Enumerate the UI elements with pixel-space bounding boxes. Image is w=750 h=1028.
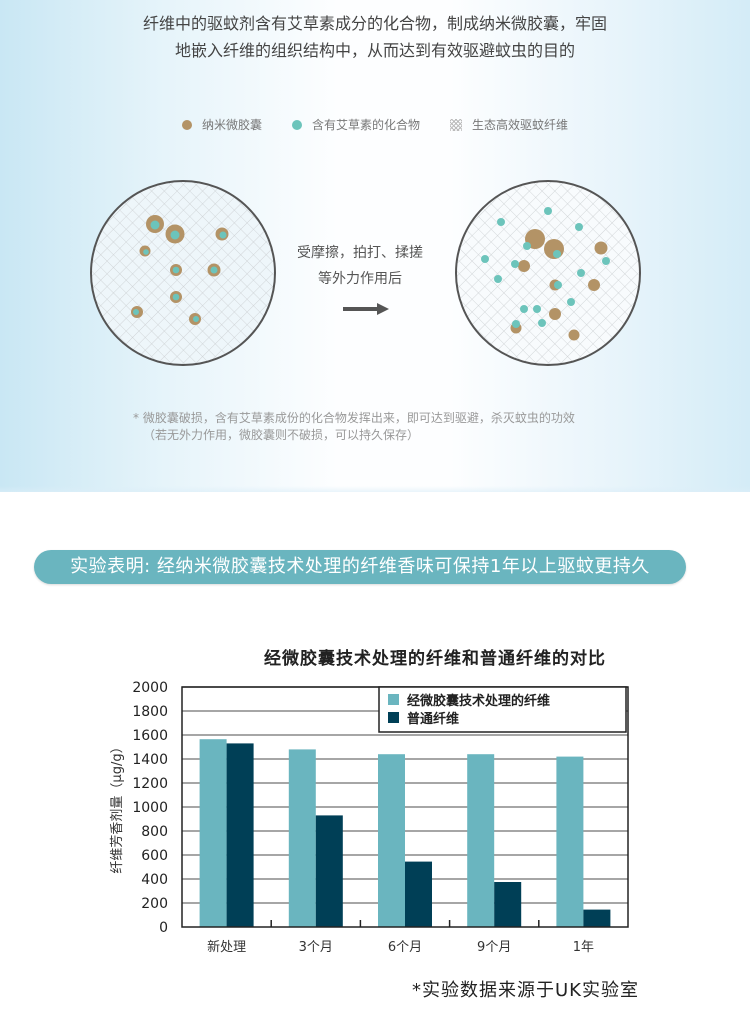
chart-title: 经微胶囊技术处理的纤维和普通纤维的对比 — [264, 649, 606, 669]
y-tick-label: 1400 — [132, 752, 168, 768]
teal-dot-icon — [291, 119, 302, 130]
data-source-note: *实验数据来源于UK实验室 — [412, 980, 639, 1001]
experiment-banner: 实验表明: 经纳米微胶囊技术处理的纤维香味可保持1年以上驱蚊更持久 — [34, 550, 686, 584]
bar — [583, 909, 611, 927]
bar — [199, 739, 227, 927]
y-tick-label: 0 — [159, 920, 168, 936]
y-tick-label: 400 — [141, 872, 168, 888]
bar — [315, 815, 343, 927]
y-tick-label: 1000 — [132, 800, 168, 816]
right-arrow-icon — [343, 303, 389, 315]
broken-fiber-diagram — [455, 180, 641, 366]
intact-fiber-diagram — [90, 180, 276, 366]
legend-swatch-icon — [388, 694, 399, 705]
bar — [378, 754, 405, 927]
chart-bars — [199, 739, 611, 927]
bar — [467, 754, 495, 927]
intro-text: 纤维中的驱蚊剂含有艾草素成分的化合物，制成纳米微胶囊，牢固 地嵌入纤维的组织结构… — [0, 10, 750, 64]
footnote-line-2: （若无外力作用，微胶囊则不破损，可以持久保存） — [143, 428, 420, 442]
y-tick-label: 200 — [141, 896, 168, 912]
y-tick-label: 2000 — [132, 680, 168, 696]
bar — [288, 749, 316, 927]
mechanism-footnote: * 微胶囊破损，含有艾草素成份的化合物发挥出来，即可达到驱避，杀灭蚊虫的功效 （… — [0, 410, 750, 444]
y-axis-label: 纤维芳香剂量（μg/g） — [110, 740, 125, 873]
y-tick-label: 1600 — [132, 728, 168, 744]
legend-label: 生态高效驱蚊纤维 — [472, 118, 569, 132]
released-compound-dots — [481, 207, 610, 341]
footnote-line-1: * 微胶囊破损，含有艾草素成份的化合物发挥出来，即可达到驱避，杀灭蚊虫的功效 — [133, 411, 575, 425]
legend-item-microcapsule: 纳米微胶囊 — [181, 116, 262, 133]
legend-label: 普通纤维 — [407, 711, 459, 727]
legend-label: 纳米微胶囊 — [201, 118, 262, 132]
x-tick-label: 新处理 — [207, 939, 246, 955]
action-line-1: 受摩擦，拍打、揉搓 — [297, 245, 423, 261]
legend-swatch-icon — [388, 712, 399, 723]
x-tick-label: 3个月 — [299, 940, 333, 955]
intro-line-2: 地嵌入纤维的组织结构中，从而达到有效驱避蚊虫的目的 — [174, 41, 575, 60]
legend-item-fiber: 生态高效驱蚊纤维 — [450, 116, 568, 133]
y-tick-labels: 0 200 400 600 800 1000 1200 1400 1600 1800 2000 — [132, 680, 168, 936]
y-tick-label: 600 — [141, 848, 168, 864]
intro-line-1: 纤维中的驱蚊剂含有艾草素成分的化合物，制成纳米微胶囊，牢固 — [142, 14, 607, 33]
legend-item-compound: 含有艾草素的化合物 — [291, 116, 420, 133]
x-tick-label: 1年 — [573, 940, 594, 955]
y-tick-label: 1800 — [132, 704, 168, 720]
x-tick-label: 9个月 — [477, 940, 511, 955]
y-tick-label: 1200 — [132, 776, 168, 792]
mechanism-panel: 纤维中的驱蚊剂含有艾草素成分的化合物，制成纳米微胶囊，牢固 地嵌入纤维的组织结构… — [0, 0, 750, 492]
brown-dot-icon — [181, 119, 192, 130]
action-line-2: 等外力作用后 — [318, 271, 402, 287]
legend-label: 含有艾草素的化合物 — [311, 118, 420, 132]
x-tick-label: 6个月 — [388, 940, 422, 955]
comparison-bar-chart: 0 200 400 600 800 1000 1200 1400 1600 1800 2000 新处… — [110, 680, 629, 955]
bar — [226, 743, 254, 927]
legend-label: 经微胶囊技术处理的纤维 — [407, 693, 550, 709]
y-tick-label: 800 — [141, 824, 168, 840]
mechanism-legend: 纳米微胶囊 含有艾草素的化合物 生态高效驱蚊纤维 — [0, 116, 750, 133]
action-caption: 受摩擦，拍打、揉搓 等外力作用后 — [280, 240, 440, 292]
microcapsule-dots — [131, 215, 229, 325]
x-tick-labels: 新处理 3个月 6个月 9个月 1年 — [207, 939, 594, 955]
bar — [405, 861, 432, 927]
bar — [556, 756, 584, 927]
hatch-pattern-icon — [450, 118, 462, 131]
bar — [494, 882, 522, 927]
